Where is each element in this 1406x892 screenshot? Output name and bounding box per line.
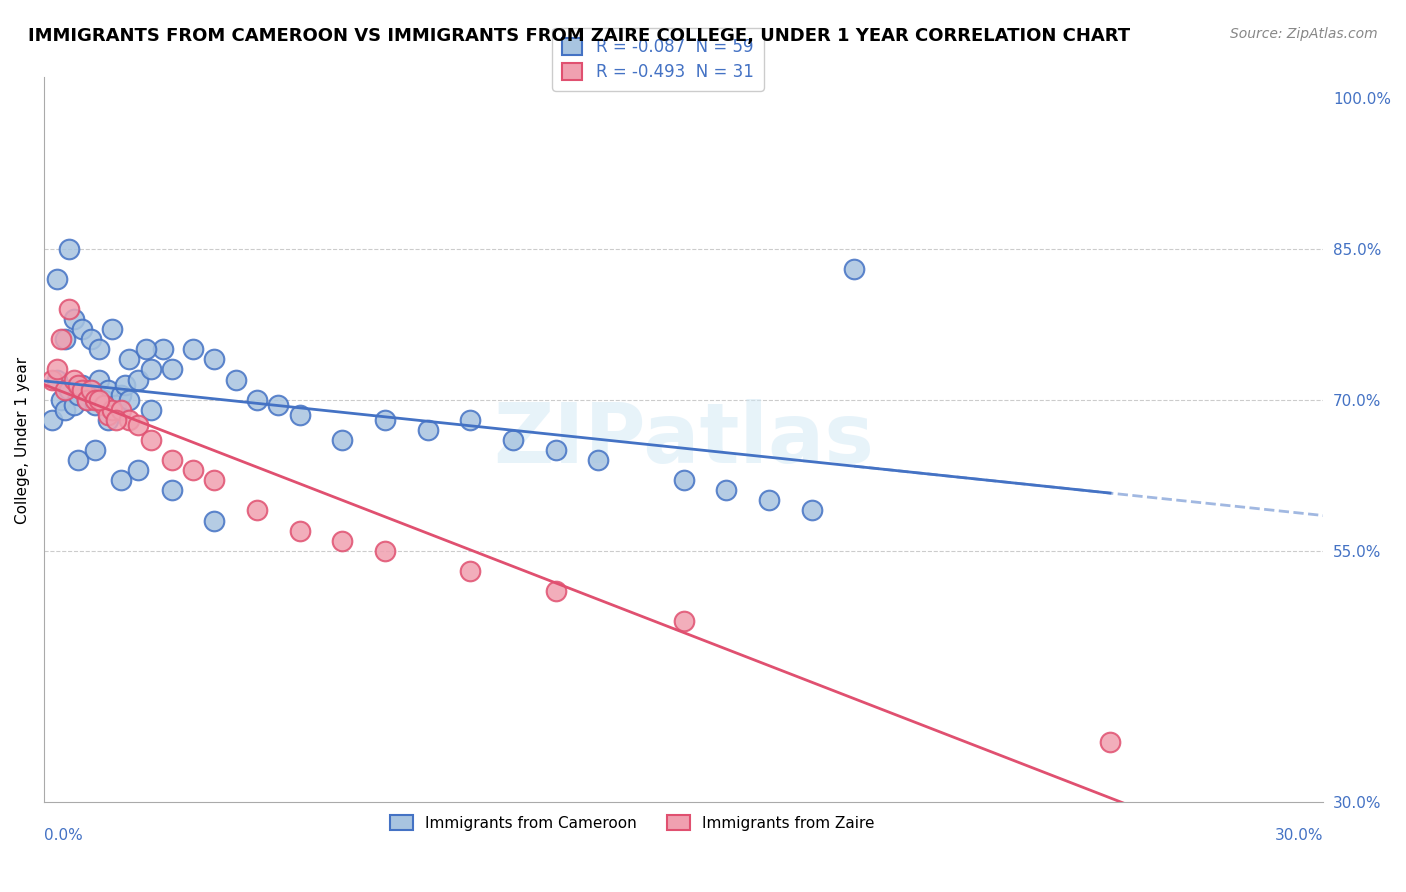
- Point: [374, 543, 396, 558]
- Point: [844, 261, 866, 276]
- Point: [672, 614, 695, 628]
- Y-axis label: College, Under 1 year: College, Under 1 year: [15, 357, 30, 524]
- Text: ZIPatlas: ZIPatlas: [494, 400, 875, 481]
- Point: [332, 433, 354, 447]
- Point: [181, 463, 204, 477]
- Point: [246, 503, 269, 517]
- Point: [89, 343, 111, 357]
- Point: [93, 398, 115, 412]
- Point: [97, 383, 120, 397]
- Point: [66, 453, 89, 467]
- Point: [76, 392, 98, 407]
- Point: [84, 398, 107, 412]
- Point: [97, 413, 120, 427]
- Point: [460, 413, 482, 427]
- Point: [246, 392, 269, 407]
- Point: [672, 473, 695, 487]
- Point: [45, 362, 67, 376]
- Point: [49, 392, 72, 407]
- Point: [114, 377, 136, 392]
- Point: [58, 301, 80, 316]
- Text: 30.0%: 30.0%: [1275, 828, 1323, 843]
- Point: [72, 322, 94, 336]
- Point: [62, 372, 84, 386]
- Point: [204, 473, 226, 487]
- Point: [97, 408, 120, 422]
- Point: [66, 377, 89, 392]
- Point: [288, 408, 311, 422]
- Point: [80, 332, 103, 346]
- Point: [225, 372, 247, 386]
- Point: [110, 473, 132, 487]
- Point: [101, 322, 124, 336]
- Text: IMMIGRANTS FROM CAMEROON VS IMMIGRANTS FROM ZAIRE COLLEGE, UNDER 1 YEAR CORRELAT: IMMIGRANTS FROM CAMEROON VS IMMIGRANTS F…: [28, 27, 1130, 45]
- Point: [110, 402, 132, 417]
- Point: [267, 398, 290, 412]
- Point: [127, 417, 149, 432]
- Point: [139, 362, 162, 376]
- Point: [118, 392, 141, 407]
- Point: [58, 383, 80, 397]
- Point: [72, 377, 94, 392]
- Point: [1099, 735, 1122, 749]
- Point: [58, 242, 80, 256]
- Point: [181, 343, 204, 357]
- Point: [544, 584, 567, 599]
- Point: [460, 564, 482, 578]
- Point: [45, 272, 67, 286]
- Point: [204, 514, 226, 528]
- Point: [89, 372, 111, 386]
- Point: [588, 453, 610, 467]
- Point: [118, 413, 141, 427]
- Point: [139, 402, 162, 417]
- Point: [80, 383, 103, 397]
- Point: [53, 383, 76, 397]
- Point: [204, 352, 226, 367]
- Point: [716, 483, 738, 498]
- Point: [105, 413, 128, 427]
- Point: [84, 443, 107, 458]
- Point: [66, 387, 89, 401]
- Point: [152, 343, 174, 357]
- Point: [160, 453, 183, 467]
- Point: [89, 392, 111, 407]
- Point: [118, 352, 141, 367]
- Point: [139, 433, 162, 447]
- Point: [62, 398, 84, 412]
- Point: [110, 387, 132, 401]
- Point: [160, 362, 183, 376]
- Point: [127, 463, 149, 477]
- Point: [53, 402, 76, 417]
- Point: [160, 483, 183, 498]
- Point: [53, 332, 76, 346]
- Point: [93, 392, 115, 407]
- Point: [49, 332, 72, 346]
- Point: [101, 402, 124, 417]
- Point: [45, 372, 67, 386]
- Point: [62, 312, 84, 326]
- Point: [41, 413, 63, 427]
- Point: [374, 413, 396, 427]
- Point: [127, 372, 149, 386]
- Point: [84, 392, 107, 407]
- Point: [135, 343, 157, 357]
- Point: [332, 533, 354, 548]
- Point: [41, 372, 63, 386]
- Point: [288, 524, 311, 538]
- Point: [758, 493, 780, 508]
- Text: Source: ZipAtlas.com: Source: ZipAtlas.com: [1230, 27, 1378, 41]
- Point: [105, 398, 128, 412]
- Point: [72, 383, 94, 397]
- Point: [76, 392, 98, 407]
- Point: [800, 503, 823, 517]
- Point: [502, 433, 524, 447]
- Point: [101, 402, 124, 417]
- Point: [80, 383, 103, 397]
- Legend: Immigrants from Cameroon, Immigrants from Zaire: Immigrants from Cameroon, Immigrants fro…: [382, 807, 883, 838]
- Point: [544, 443, 567, 458]
- Point: [416, 423, 439, 437]
- Text: 0.0%: 0.0%: [44, 828, 83, 843]
